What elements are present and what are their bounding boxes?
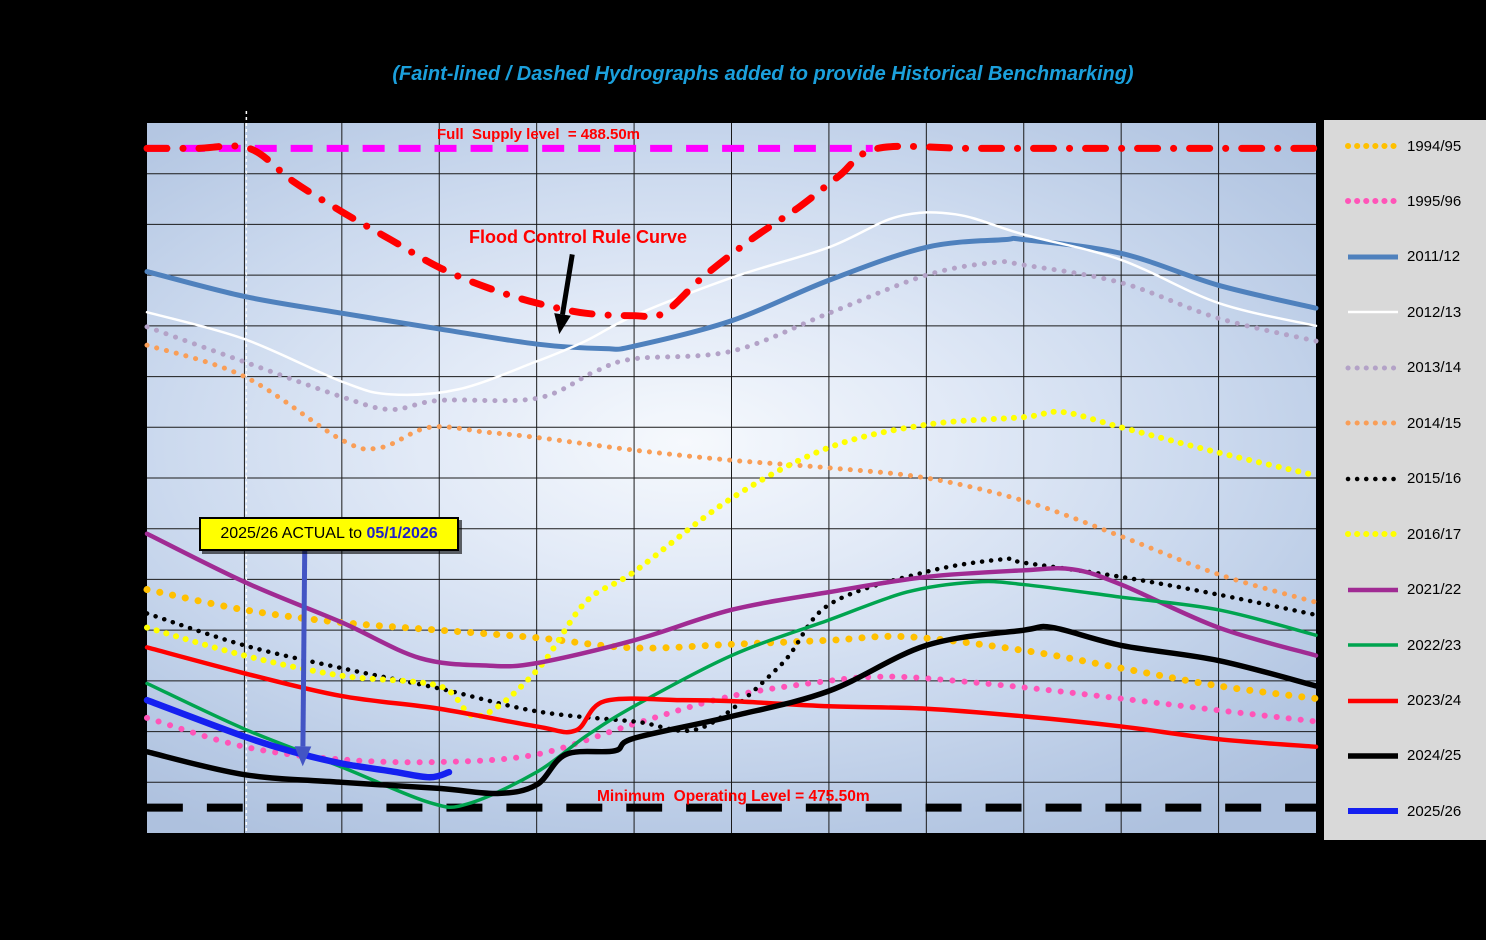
legend-swatch-2021-22 — [1348, 587, 1398, 592]
minimum-operating-level-label: Minimum Operating Level = 475.50m — [597, 788, 870, 805]
legend-swatch-2015-16 — [1345, 476, 1401, 481]
series-2023-24 — [144, 645, 1319, 750]
chart-title: (Faint-lined / Dashed Hydrographs added … — [392, 63, 1134, 85]
legend-item-2021-22: 2021/22 — [1344, 581, 1462, 599]
legend-swatch-2014-15 — [1345, 420, 1401, 426]
legend-item-2014-15: 2014/15 — [1344, 414, 1462, 432]
legend-label: 2021/22 — [1407, 581, 1462, 599]
flood-control-arrow-head — [554, 313, 571, 335]
legend-swatch-2016-17 — [1345, 531, 1401, 538]
actual-callout-date: 05/1/2026 — [366, 525, 438, 542]
flood-control-arrow — [560, 254, 575, 315]
series-2016-17 — [144, 408, 1319, 720]
legend-item-2025-26: 2025/26 — [1344, 802, 1462, 820]
legend-label: 1994/95 — [1407, 137, 1462, 155]
legend-swatch-2022-23 — [1348, 643, 1398, 647]
legend-item-2022-23: 2022/23 — [1344, 636, 1462, 654]
legend-label: 2012/13 — [1407, 303, 1462, 321]
legend-item-2015-16: 2015/16 — [1344, 470, 1462, 488]
legend-swatch-2011-12 — [1348, 254, 1398, 260]
actual-callout-arrow — [300, 549, 308, 747]
actual-callout-text: 2025/26 ACTUAL to — [220, 525, 367, 542]
legend-label: 2015/16 — [1407, 470, 1462, 488]
legend-swatch-1994-95 — [1345, 143, 1401, 149]
legend-label: 2023/24 — [1407, 692, 1462, 709]
series-2021-22 — [144, 531, 1319, 669]
legend-label: 1995/96 — [1407, 192, 1462, 210]
legend-item-1994-95: 1994/95 — [1344, 137, 1462, 155]
legend-item-1995-96: 1995/96 — [1344, 192, 1462, 210]
series-1995-96 — [144, 673, 1319, 766]
legend-swatch-1995-96 — [1345, 198, 1401, 205]
legend-item-2024-25: 2024/25 — [1344, 747, 1462, 765]
legend-swatch-2023-24 — [1348, 698, 1398, 703]
legend-panel: 1994/95 1995/96 2011/12 2012/13 2013/14 2014/… — [1324, 120, 1486, 840]
series-2024-25 — [144, 623, 1319, 797]
actual-callout-arrow-head — [294, 746, 312, 767]
actual-callout-box: 2025/26 ACTUAL to 05/1/2026 — [199, 517, 459, 551]
reference-line-flood-control-rule-curve — [143, 142, 1320, 321]
series-2012-13 — [145, 211, 1318, 397]
legend-item-2011-12: 2011/12 — [1344, 248, 1461, 266]
flood-control-rule-curve-label: Flood Control Rule Curve — [469, 227, 687, 247]
legend-label: 2014/15 — [1407, 414, 1462, 432]
legend-item-2013-14: 2013/14 — [1344, 359, 1462, 377]
legend-item-2023-24: 2023/24 — [1344, 692, 1462, 709]
series-2014-15 — [144, 342, 1319, 605]
legend-swatch-2024-25 — [1348, 753, 1398, 759]
legend-label: 2013/14 — [1407, 359, 1462, 377]
series-2022-23 — [145, 579, 1318, 810]
legend-swatch-2025-26 — [1348, 808, 1398, 815]
legend-item-2012-13: 2012/13 — [1344, 303, 1462, 321]
legend-label: 2016/17 — [1407, 525, 1462, 543]
legend-swatch-2013-14 — [1345, 365, 1401, 371]
series-2011-12 — [144, 235, 1319, 352]
series-2025-26 — [143, 696, 453, 781]
legend-label: 2025/26 — [1407, 802, 1462, 820]
legend-label: 2022/23 — [1407, 636, 1462, 654]
plot-area: Full Supply level = 488.50m Flood Contro… — [143, 111, 1320, 835]
legend-swatch-2012-13 — [1348, 311, 1398, 314]
hydrograph-plot — [143, 111, 1320, 833]
legend-item-2016-17: 2016/17 — [1344, 525, 1462, 543]
legend-label: 2011/12 — [1407, 248, 1461, 266]
full-supply-level-label: Full Supply level = 488.50m — [437, 126, 641, 143]
legend-label: 2024/25 — [1407, 747, 1462, 765]
